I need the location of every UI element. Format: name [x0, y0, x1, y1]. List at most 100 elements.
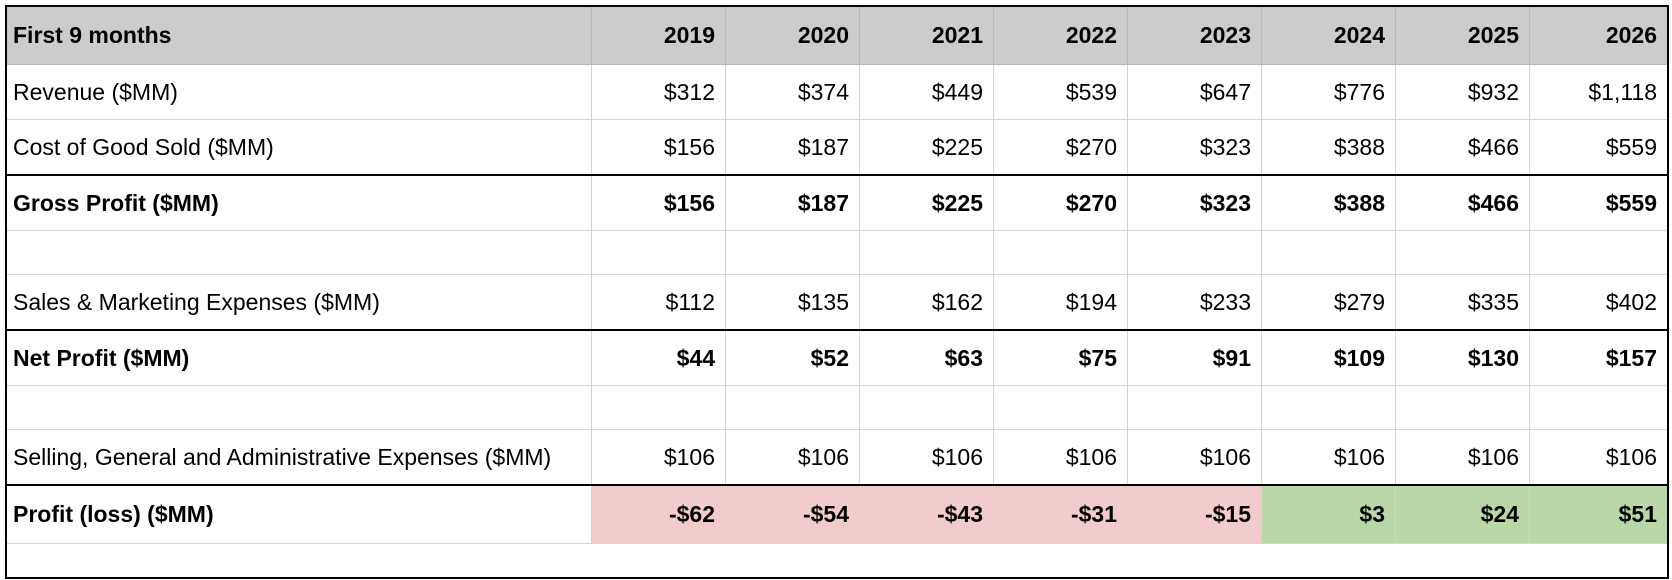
value-cell[interactable]: $1,118	[1529, 64, 1668, 120]
header-cell-2023[interactable]: 2023	[1127, 5, 1262, 65]
profit-loss-row: Profit (loss) ($MM) -$62 -$54 -$43 -$31 …	[5, 484, 1668, 544]
revenue-row: Revenue ($MM) $312 $374 $449 $539 $647 $…	[5, 64, 1668, 120]
header-cell-2021[interactable]: 2021	[859, 5, 994, 65]
value-cell[interactable]: $162	[859, 274, 994, 331]
sales-marketing-row: Sales & Marketing Expenses ($MM) $112 $1…	[5, 274, 1668, 331]
header-cell-2025[interactable]: 2025	[1395, 5, 1530, 65]
profit-value-cell[interactable]: $24	[1395, 484, 1530, 544]
empty-cell[interactable]	[591, 385, 726, 430]
value-cell[interactable]: $312	[591, 64, 726, 120]
value-cell[interactable]: $270	[993, 174, 1128, 231]
value-cell[interactable]: $106	[993, 429, 1128, 486]
value-cell[interactable]: $156	[591, 174, 726, 231]
empty-cell[interactable]	[5, 230, 592, 275]
value-cell[interactable]: $106	[1395, 429, 1530, 486]
row-label-cell[interactable]: Sales & Marketing Expenses ($MM)	[5, 274, 592, 331]
value-cell[interactable]: $323	[1127, 119, 1262, 176]
value-cell[interactable]: $233	[1127, 274, 1262, 331]
empty-cell[interactable]	[859, 385, 994, 430]
header-cell-2019[interactable]: 2019	[591, 5, 726, 65]
empty-cell[interactable]	[993, 230, 1128, 275]
value-cell[interactable]: $388	[1261, 119, 1396, 176]
value-cell[interactable]: $52	[725, 329, 860, 386]
value-cell[interactable]: $112	[591, 274, 726, 331]
value-cell[interactable]: $187	[725, 174, 860, 231]
value-cell[interactable]: $130	[1395, 329, 1530, 386]
empty-cell[interactable]	[1395, 230, 1530, 275]
net-profit-row: Net Profit ($MM) $44 $52 $63 $75 $91 $10…	[5, 329, 1668, 386]
loss-value-cell[interactable]: -$15	[1127, 484, 1262, 544]
value-cell[interactable]: $157	[1529, 329, 1668, 386]
sga-row: Selling, General and Administrative Expe…	[5, 429, 1668, 486]
value-cell[interactable]: $109	[1261, 329, 1396, 386]
loss-value-cell[interactable]: -$31	[993, 484, 1128, 544]
value-cell[interactable]: $106	[725, 429, 860, 486]
value-cell[interactable]: $559	[1529, 119, 1668, 176]
value-cell[interactable]: $194	[993, 274, 1128, 331]
header-cell-2026[interactable]: 2026	[1529, 5, 1668, 65]
value-cell[interactable]: $225	[859, 119, 994, 176]
loss-value-cell[interactable]: -$43	[859, 484, 994, 544]
empty-cell[interactable]	[5, 385, 592, 430]
value-cell[interactable]: $279	[1261, 274, 1396, 331]
value-cell[interactable]: $75	[993, 329, 1128, 386]
value-cell[interactable]: $466	[1395, 119, 1530, 176]
header-row: First 9 months 2019 2020 2021 2022 2023 …	[5, 5, 1668, 65]
empty-cell[interactable]	[725, 385, 860, 430]
value-cell[interactable]: $156	[591, 119, 726, 176]
value-cell[interactable]: $647	[1127, 64, 1262, 120]
empty-row	[5, 385, 1668, 430]
profit-value-cell[interactable]: $51	[1529, 484, 1668, 544]
value-cell[interactable]: $466	[1395, 174, 1530, 231]
value-cell[interactable]: $559	[1529, 174, 1668, 231]
header-cell-2020[interactable]: 2020	[725, 5, 860, 65]
empty-cell[interactable]	[1127, 230, 1262, 275]
value-cell[interactable]: $63	[859, 329, 994, 386]
value-cell[interactable]: $270	[993, 119, 1128, 176]
value-cell[interactable]: $932	[1395, 64, 1530, 120]
value-cell[interactable]: $91	[1127, 329, 1262, 386]
value-cell[interactable]: $539	[993, 64, 1128, 120]
empty-cell[interactable]	[1261, 230, 1396, 275]
empty-cell[interactable]	[1529, 385, 1668, 430]
header-cell-period[interactable]: First 9 months	[5, 5, 592, 65]
value-cell[interactable]: $323	[1127, 174, 1262, 231]
value-cell[interactable]: $388	[1261, 174, 1396, 231]
spreadsheet-table: First 9 months 2019 2020 2021 2022 2023 …	[5, 5, 1668, 544]
row-label-cell[interactable]: Net Profit ($MM)	[5, 329, 592, 386]
value-cell[interactable]: $187	[725, 119, 860, 176]
empty-cell[interactable]	[859, 230, 994, 275]
empty-cell[interactable]	[1127, 385, 1262, 430]
header-cell-2024[interactable]: 2024	[1261, 5, 1396, 65]
cogs-row: Cost of Good Sold ($MM) $156 $187 $225 $…	[5, 119, 1668, 176]
loss-value-cell[interactable]: -$62	[591, 484, 726, 544]
value-cell[interactable]: $106	[1261, 429, 1396, 486]
value-cell[interactable]: $335	[1395, 274, 1530, 331]
value-cell[interactable]: $106	[859, 429, 994, 486]
empty-cell[interactable]	[1529, 230, 1668, 275]
row-label-cell[interactable]: Cost of Good Sold ($MM)	[5, 119, 592, 176]
empty-cell[interactable]	[1395, 385, 1530, 430]
value-cell[interactable]: $225	[859, 174, 994, 231]
empty-row	[5, 230, 1668, 275]
value-cell[interactable]: $449	[859, 64, 994, 120]
value-cell[interactable]: $776	[1261, 64, 1396, 120]
empty-cell[interactable]	[725, 230, 860, 275]
value-cell[interactable]: $374	[725, 64, 860, 120]
empty-cell[interactable]	[1261, 385, 1396, 430]
value-cell[interactable]: $44	[591, 329, 726, 386]
profit-value-cell[interactable]: $3	[1261, 484, 1396, 544]
value-cell[interactable]: $402	[1529, 274, 1668, 331]
value-cell[interactable]: $106	[1127, 429, 1262, 486]
header-cell-2022[interactable]: 2022	[993, 5, 1128, 65]
value-cell[interactable]: $106	[1529, 429, 1668, 486]
row-label-cell[interactable]: Gross Profit ($MM)	[5, 174, 592, 231]
row-label-cell[interactable]: Revenue ($MM)	[5, 64, 592, 120]
row-label-cell[interactable]: Profit (loss) ($MM)	[5, 484, 592, 544]
loss-value-cell[interactable]: -$54	[725, 484, 860, 544]
empty-cell[interactable]	[591, 230, 726, 275]
value-cell[interactable]: $135	[725, 274, 860, 331]
value-cell[interactable]: $106	[591, 429, 726, 486]
empty-cell[interactable]	[993, 385, 1128, 430]
row-label-cell[interactable]: Selling, General and Administrative Expe…	[5, 429, 592, 486]
